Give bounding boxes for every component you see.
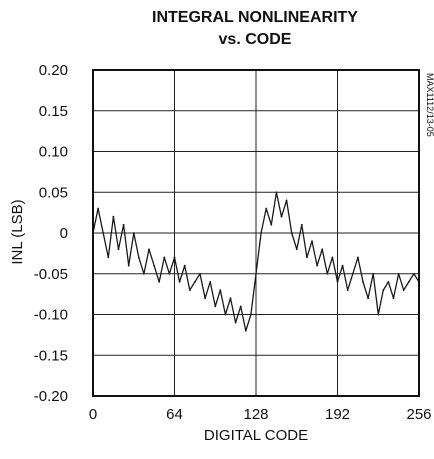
data-point — [153, 264, 156, 267]
figure-id: MAX1112/13-05 — [425, 73, 434, 137]
data-point — [367, 297, 369, 300]
data-point — [209, 281, 212, 283]
x-tick-label: 64 — [166, 406, 183, 423]
data-point — [107, 256, 110, 259]
data-point — [372, 272, 375, 275]
data-point — [168, 272, 171, 275]
data-point — [402, 289, 405, 291]
x-tick-label: 128 — [243, 406, 268, 423]
data-point — [280, 215, 283, 218]
y-tick-label: 0.05 — [39, 184, 68, 201]
y-tick-label: -0.05 — [34, 266, 68, 283]
y-tick-label: 0.10 — [39, 144, 68, 161]
data-point — [194, 281, 196, 283]
data-point — [321, 248, 324, 251]
data-point — [127, 264, 130, 267]
data-point — [244, 329, 247, 332]
data-point — [122, 223, 125, 226]
data-point — [270, 223, 273, 226]
data-point — [351, 272, 354, 275]
data-point — [163, 256, 166, 259]
data-point — [392, 297, 395, 300]
data-point — [199, 272, 201, 275]
chart-subtitle: vs. CODE — [219, 31, 292, 48]
y-tick-label: 0.20 — [39, 62, 68, 79]
data-point — [148, 248, 150, 251]
data-point — [234, 321, 237, 324]
data-point — [260, 232, 262, 234]
data-point — [407, 281, 410, 283]
x-tick-label: 0 — [89, 406, 97, 423]
data-point — [285, 199, 288, 202]
y-axis-label: INL (LSB) — [9, 199, 26, 264]
data-point — [102, 232, 105, 234]
data-point — [173, 256, 176, 259]
y-tick-label: 0.15 — [39, 103, 68, 120]
data-point — [300, 223, 303, 226]
y-tick-label: -0.15 — [34, 347, 68, 364]
data-point — [377, 313, 380, 316]
data-point — [239, 305, 242, 308]
y-tick-label: 0 — [60, 225, 68, 242]
y-tick-label: -0.20 — [34, 388, 68, 405]
data-point — [265, 207, 268, 210]
y-tick-label: -0.10 — [34, 307, 68, 324]
data-point — [188, 289, 191, 291]
data-point — [387, 281, 390, 283]
x-tick-label: 192 — [325, 406, 350, 423]
data-point — [204, 297, 207, 300]
data-point — [290, 232, 293, 234]
data-point — [397, 272, 400, 275]
data-point — [255, 272, 257, 275]
data-point — [382, 289, 385, 291]
data-point — [326, 272, 329, 275]
data-point — [143, 272, 145, 275]
data-point — [346, 289, 349, 291]
data-point — [306, 256, 308, 259]
data-point — [183, 264, 186, 267]
data-point — [357, 256, 359, 259]
grid-lines — [92, 69, 420, 397]
data-point — [224, 313, 227, 316]
data-point — [362, 281, 364, 283]
data-point — [97, 207, 99, 210]
data-point — [229, 297, 232, 300]
x-tick-label: 256 — [406, 406, 431, 423]
data-point — [275, 191, 278, 194]
data-point — [413, 272, 415, 275]
data-point — [178, 281, 181, 283]
x-tick-labels: 0 64 128 192 256 — [89, 406, 432, 423]
x-axis-label: DIGITAL CODE — [204, 427, 308, 444]
data-point — [137, 256, 140, 259]
data-point — [331, 256, 334, 259]
data-point — [219, 289, 222, 291]
data-point — [311, 240, 313, 243]
data-point — [316, 264, 318, 267]
data-point — [214, 305, 217, 308]
chart-title: INTEGRAL NONLINEARITY — [152, 9, 358, 26]
data-point — [295, 248, 298, 251]
data-point — [158, 281, 161, 283]
data-point — [341, 264, 344, 267]
data-point — [112, 215, 115, 218]
data-point — [250, 313, 252, 316]
plot-frame — [92, 69, 420, 397]
data-point — [336, 281, 339, 283]
y-tick-labels: 0.20 0.15 0.10 0.05 0 -0.05 -0.10 -0.15 -0.20 — [34, 62, 68, 405]
data-point — [132, 232, 135, 234]
data-point — [117, 248, 120, 251]
